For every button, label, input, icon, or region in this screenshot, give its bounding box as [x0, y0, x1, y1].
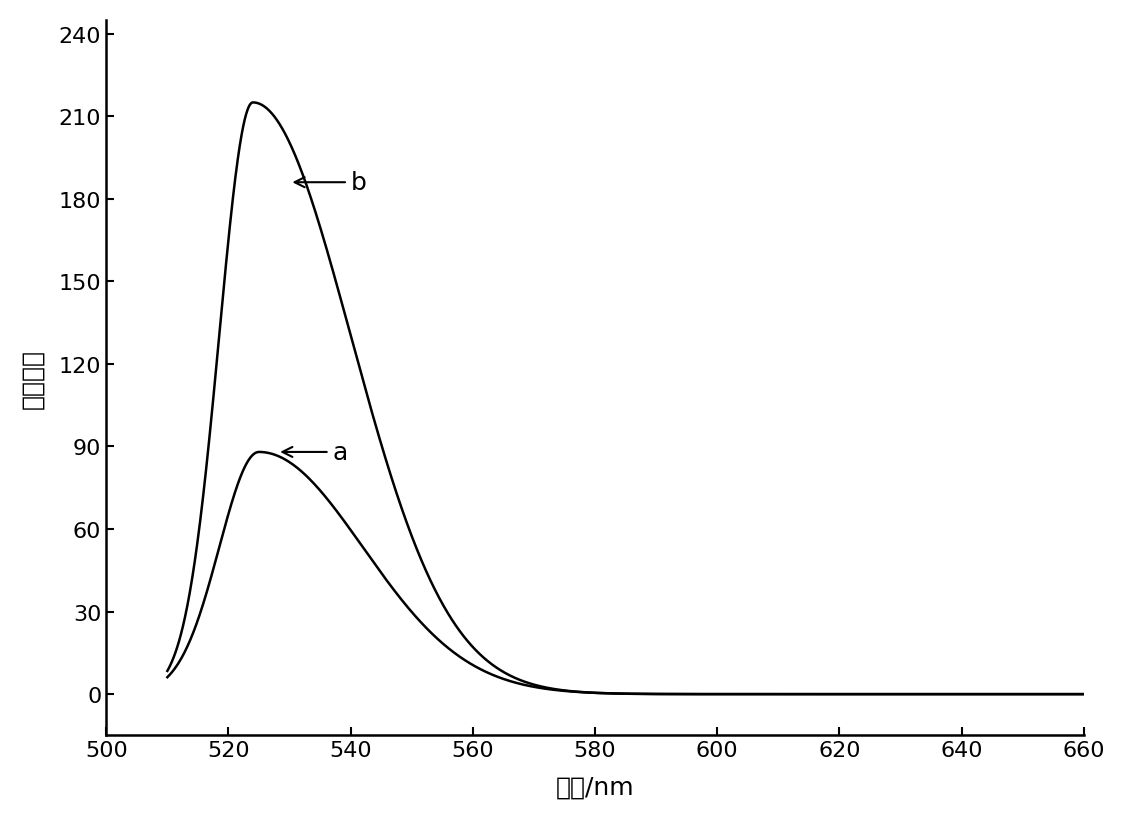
Text: b: b	[295, 171, 366, 195]
Y-axis label: 相对强度: 相对强度	[21, 348, 45, 408]
Text: a: a	[283, 441, 348, 464]
X-axis label: 波长/nm: 波长/nm	[556, 774, 634, 799]
